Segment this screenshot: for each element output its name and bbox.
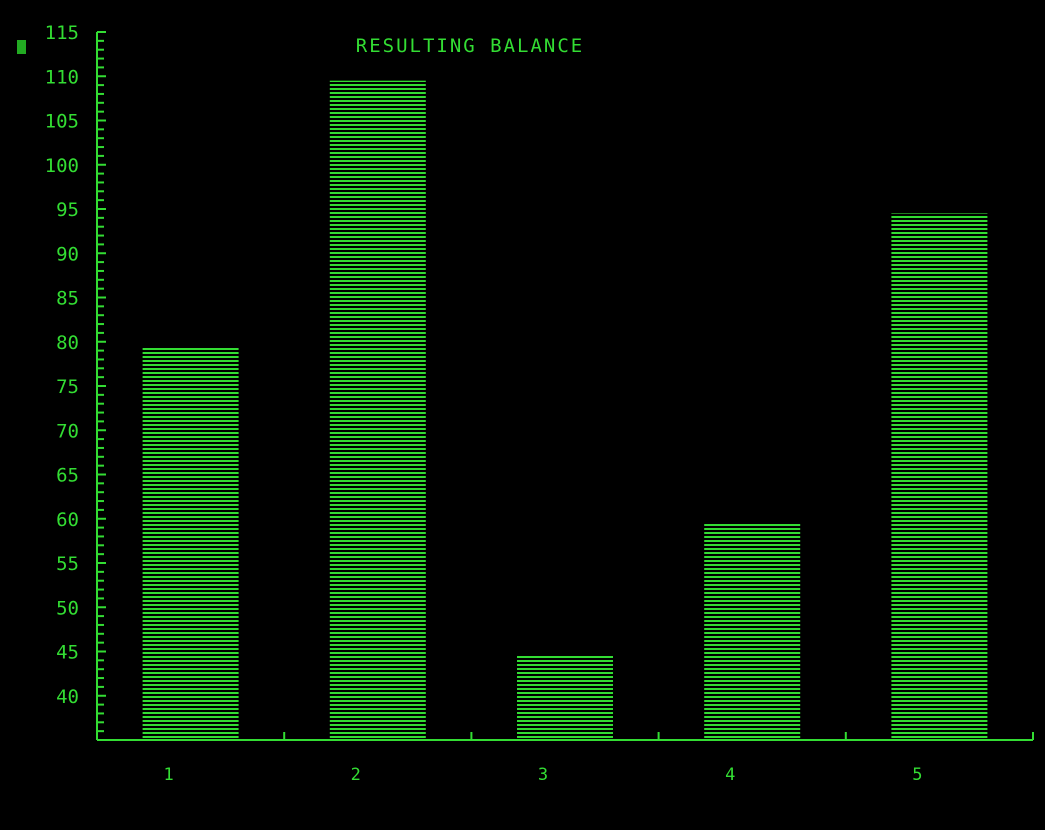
x-tick-label: 5 xyxy=(912,765,922,785)
x-tick-labels: 1 2 3 4 5 xyxy=(163,765,922,785)
y-tick-label: 65 xyxy=(56,465,79,487)
y-tick-label: 90 xyxy=(56,243,79,265)
terminal-cursor xyxy=(17,40,26,54)
bar-2 xyxy=(329,80,426,741)
y-tick-label: 100 xyxy=(45,155,79,177)
x-tick-label: 4 xyxy=(725,765,735,785)
bar-5 xyxy=(891,213,988,741)
bar-3 xyxy=(517,655,613,740)
x-tick-label: 3 xyxy=(538,765,548,785)
y-tick-label: 95 xyxy=(56,199,79,221)
y-tick-labels: 40 45 50 55 60 65 70 75 80 85 90 95 100 105 110 115 xyxy=(45,22,79,708)
x-tick-label: 1 xyxy=(163,765,173,785)
chart-title: RESULTING BALANCE xyxy=(356,35,584,57)
y-tick-label: 110 xyxy=(45,66,79,88)
bar-1 xyxy=(142,346,239,740)
y-tick-label: 50 xyxy=(56,597,79,619)
x-tick-label: 2 xyxy=(351,765,361,785)
bars xyxy=(142,80,988,741)
y-tick-label: 75 xyxy=(56,376,79,398)
y-tick-label: 85 xyxy=(56,288,79,310)
y-tick-label: 115 xyxy=(45,22,79,44)
y-tick-label: 55 xyxy=(56,553,79,575)
y-tick-label: 70 xyxy=(56,420,79,442)
y-tick-label: 60 xyxy=(56,509,79,531)
y-axis xyxy=(96,31,106,740)
y-tick-label: 105 xyxy=(45,111,79,133)
y-tick-label: 45 xyxy=(56,642,79,664)
y-tick-label: 80 xyxy=(56,332,79,354)
bar-4 xyxy=(704,523,801,740)
y-tick-label: 40 xyxy=(56,686,79,708)
